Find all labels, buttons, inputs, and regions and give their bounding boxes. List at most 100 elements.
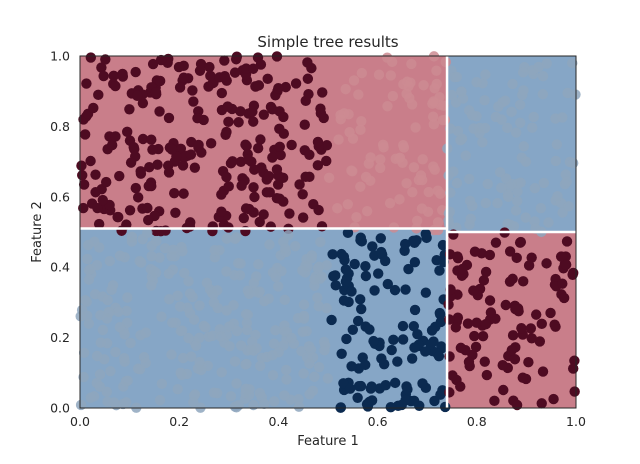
data-point-class0-4-121 — [408, 395, 420, 406]
data-point-class1-0-180 — [221, 126, 232, 138]
data-point-class0-3-206 — [172, 383, 183, 395]
data-point-class0-2-94 — [451, 71, 462, 83]
data-point-class0-2-88 — [456, 133, 468, 144]
data-point-class0-4-89 — [338, 295, 350, 306]
data-point-class1-0-108 — [316, 221, 328, 232]
data-point-class1-5-76 — [507, 330, 519, 341]
data-point-class1-1-28 — [361, 205, 373, 217]
data-point-class0-3-137 — [293, 401, 305, 412]
data-point-class1-0-135 — [229, 67, 241, 78]
data-point-class1-0-174 — [169, 188, 180, 199]
data-point-class1-1-77 — [408, 162, 420, 173]
data-point-class0-3-166 — [233, 399, 244, 411]
data-point-class1-5-84 — [567, 363, 579, 374]
data-point-class0-3-42 — [156, 311, 167, 322]
data-point-class1-0-93 — [255, 134, 266, 145]
data-point-class0-4-98 — [341, 333, 352, 345]
data-point-class0-4-120 — [336, 348, 347, 359]
data-point-class1-0-254 — [219, 70, 231, 82]
data-point-class0-2-100 — [567, 57, 578, 69]
data-point-class1-0-194 — [78, 179, 90, 190]
data-point-class0-3-234 — [107, 280, 119, 291]
data-point-class1-5-97 — [485, 307, 497, 318]
data-point-class0-2-52 — [480, 69, 491, 80]
data-point-class0-2-65 — [490, 111, 502, 123]
data-point-class0-2-97 — [557, 112, 568, 123]
data-point-class1-0-107 — [173, 61, 185, 73]
data-point-class1-0-161 — [253, 80, 265, 91]
data-point-class1-0-33 — [178, 188, 189, 199]
data-point-class0-3-250 — [309, 274, 320, 285]
data-point-class1-0-160 — [317, 87, 328, 98]
data-point-class1-5-81 — [455, 342, 467, 354]
data-point-class1-0-140 — [275, 149, 286, 161]
data-point-class0-3-266 — [207, 330, 219, 341]
data-point-class1-0-257 — [185, 149, 197, 160]
data-point-class0-2-13 — [518, 141, 530, 152]
data-point-class1-5-109 — [457, 263, 468, 275]
data-point-class0-3-31 — [154, 252, 165, 263]
data-point-class1-5-74 — [455, 381, 466, 392]
data-point-class1-0-169 — [321, 155, 332, 167]
data-point-class1-0-187 — [88, 102, 99, 114]
data-point-class0-4-57 — [357, 352, 368, 363]
x-axis-ticks: 0.0 0.2 0.4 0.6 0.8 1.0 — [70, 414, 586, 429]
data-point-class1-0-200 — [274, 193, 285, 204]
data-point-class1-0-99 — [248, 116, 259, 127]
data-point-class0-4-83 — [417, 378, 428, 389]
data-point-class0-4-111 — [420, 346, 431, 357]
data-point-class1-0-106 — [85, 155, 96, 167]
data-point-class1-0-90 — [137, 97, 149, 109]
data-point-class0-3-87 — [293, 394, 304, 405]
data-point-class0-3-273 — [272, 262, 283, 274]
data-point-class1-0-178 — [236, 180, 247, 191]
data-point-class0-2-55 — [550, 155, 562, 167]
data-point-class1-1-81 — [398, 142, 410, 153]
data-point-class0-3-78 — [315, 236, 326, 248]
data-point-class1-0-201 — [90, 187, 101, 198]
data-point-class1-1-68 — [422, 206, 434, 217]
data-point-class0-3-269 — [212, 285, 223, 296]
data-point-class0-2-34 — [514, 99, 526, 111]
data-point-class1-5-52 — [500, 299, 511, 311]
data-point-class1-0-259 — [300, 171, 311, 183]
data-point-class0-3-210 — [241, 317, 253, 329]
data-point-class1-1-55 — [411, 215, 423, 227]
data-point-class1-5-32 — [444, 387, 455, 398]
data-point-class1-0-215 — [174, 82, 186, 93]
data-point-class0-2-63 — [479, 95, 490, 106]
data-point-class0-3-221 — [322, 373, 334, 384]
data-point-class0-3-35 — [221, 305, 232, 316]
data-point-class0-3-207 — [177, 352, 189, 364]
data-point-class1-0-53 — [187, 85, 198, 96]
data-point-class1-0-205 — [163, 112, 175, 124]
data-point-class0-3-185 — [108, 397, 120, 408]
data-point-class0-3-116 — [94, 381, 106, 392]
data-point-class0-3-68 — [221, 233, 232, 244]
data-point-class1-0-224 — [143, 214, 154, 226]
data-point-class0-3-214 — [309, 371, 320, 382]
data-point-class0-3-156 — [267, 369, 279, 381]
data-point-class0-3-45 — [221, 266, 232, 277]
data-point-class1-0-164 — [271, 164, 283, 175]
data-point-class0-3-225 — [255, 360, 266, 372]
y-axis-ticks: 0.0 0.2 0.4 0.6 0.8 1.0 — [50, 49, 70, 416]
data-point-class1-0-124 — [130, 66, 141, 78]
data-point-class1-0-258 — [150, 87, 162, 98]
data-point-class0-2-28 — [502, 122, 513, 134]
data-point-class1-0-241 — [188, 96, 199, 107]
data-point-class1-5-80 — [497, 360, 508, 371]
data-point-class0-4-71 — [330, 280, 341, 291]
data-point-class1-0-48 — [121, 126, 133, 138]
data-point-class0-3-176 — [190, 340, 202, 351]
data-point-class0-3-278 — [156, 378, 168, 389]
data-point-class0-3-76 — [164, 293, 175, 305]
data-point-class0-3-16 — [122, 292, 133, 303]
data-point-class1-1-12 — [428, 119, 440, 130]
data-point-class0-4-123 — [338, 251, 350, 262]
data-point-class1-0-86 — [98, 70, 109, 82]
data-point-class0-3-242 — [279, 326, 290, 337]
data-point-class0-3-152 — [281, 374, 292, 385]
data-point-class0-4-116 — [356, 236, 368, 247]
data-point-class1-0-57 — [77, 170, 88, 181]
